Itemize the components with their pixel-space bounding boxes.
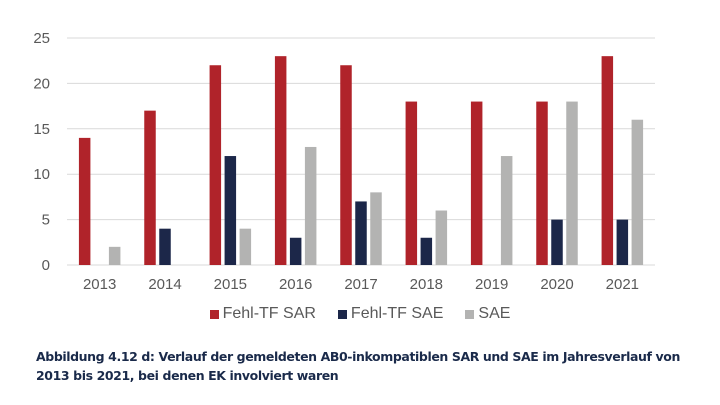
y-tick-label: 20 [33, 75, 50, 92]
bar-fehl-tf-sar-2021 [601, 56, 614, 265]
legend-label: SAE [478, 305, 511, 322]
bar-sae-2015 [239, 228, 252, 265]
bar-fehl-tf-sar-2014 [144, 110, 156, 265]
bar-sae-2020 [566, 101, 578, 265]
bar-fehl-tf-sae-2021 [616, 219, 629, 265]
legend-item: Fehl-TF SAE [337, 305, 444, 323]
x-tick-label: 2019 [475, 276, 508, 293]
bar-fehl-tf-sar-2013 [78, 137, 91, 265]
bar-fehl-tf-sar-2015 [209, 65, 222, 266]
legend: Fehl-TF SAR Fehl-TF SAE SAE [0, 305, 720, 323]
bar-fehl-tf-sar-2020 [536, 101, 548, 265]
legend-swatch [465, 309, 475, 319]
bar-fehl-tf-sae-2016 [289, 237, 302, 265]
bar-sae-2021 [631, 119, 644, 265]
caption-line-1: Abbildung 4.12 d: Verlauf der gemeldeten… [36, 349, 680, 364]
x-tick-label: 2014 [148, 276, 181, 293]
bar-fehl-tf-sae-2020 [551, 219, 563, 265]
x-tick-label: 2015 [214, 276, 247, 293]
y-tick-label: 5 [42, 212, 50, 229]
x-tick-label: 2013 [83, 276, 116, 293]
bar-sae-2018 [435, 210, 448, 265]
y-tick-label: 25 [33, 30, 50, 47]
bar-sae-2016 [304, 146, 317, 265]
bar-sae-2017 [370, 192, 382, 265]
bar-fehl-tf-sar-2019 [470, 101, 483, 265]
y-tick-label: 10 [33, 166, 50, 183]
bar-fehl-tf-sae-2015 [224, 156, 237, 265]
x-axis-ticks: 2013 2014 2015 2016 2017 2018 2019 2020 2021 [83, 276, 639, 293]
bar-fehl-tf-sae-2014 [159, 228, 171, 265]
legend-item: SAE [465, 305, 510, 323]
legend-swatch [337, 309, 347, 319]
x-tick-label: 2020 [540, 276, 573, 293]
legend-item: Fehl-TF SAR [209, 305, 316, 323]
bar-sae-2019 [500, 156, 513, 265]
bar-fehl-tf-sae-2018 [420, 237, 433, 265]
bar-sae-2013 [108, 246, 121, 265]
bar-fehl-tf-sar-2017 [340, 65, 352, 266]
x-tick-label: 2018 [410, 276, 443, 293]
x-tick-label: 2017 [344, 276, 377, 293]
figure-caption: Abbildung 4.12 d: Verlauf der gemeldeten… [36, 347, 696, 385]
x-tick-label: 2021 [606, 276, 639, 293]
legend-label: Fehl-TF SAE [350, 305, 444, 322]
bar-fehl-tf-sar-2016 [274, 56, 287, 265]
bar-fehl-tf-sae-2017 [355, 201, 367, 265]
y-tick-label: 15 [33, 121, 50, 138]
caption-line-2: 2013 bis 2021, bei denen EK involviert w… [36, 368, 339, 383]
y-axis-ticks: 0 5 10 15 20 25 [33, 30, 50, 274]
legend-label: Fehl-TF SAR [222, 305, 316, 322]
bar-fehl-tf-sar-2018 [405, 101, 418, 265]
legend-swatch [209, 309, 219, 319]
bars [78, 56, 644, 266]
x-tick-label: 2016 [279, 276, 312, 293]
y-tick-label: 0 [42, 257, 50, 274]
